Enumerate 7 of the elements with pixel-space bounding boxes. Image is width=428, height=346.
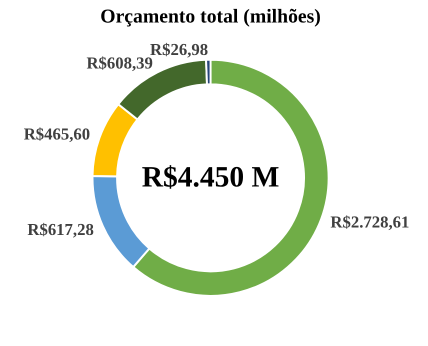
chart-title: Orçamento total (milhões) bbox=[100, 5, 321, 28]
data-label: R$617,28 bbox=[27, 220, 94, 239]
data-label: R$2.728,61 bbox=[330, 212, 410, 232]
data-label: R$465,60 bbox=[24, 124, 90, 144]
data-label: R$26,98 bbox=[150, 40, 208, 59]
data-label: R$608,39 bbox=[86, 54, 153, 73]
text: R$4.450 M bbox=[142, 162, 280, 194]
